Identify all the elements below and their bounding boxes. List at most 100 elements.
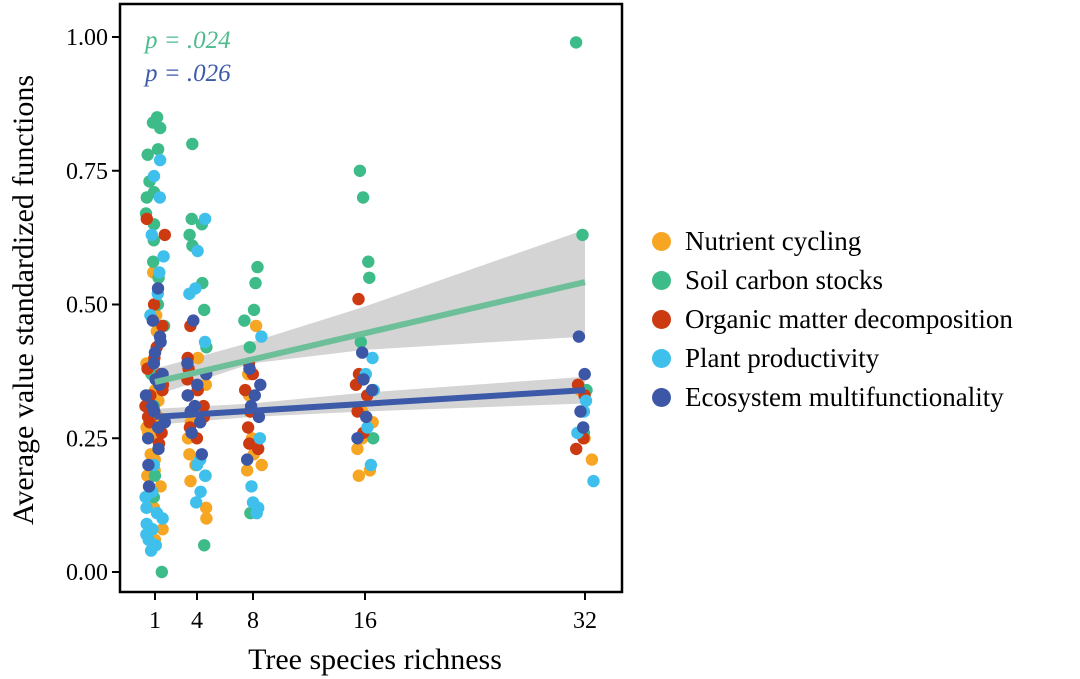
fit-line-0 [154, 279, 586, 385]
point-series-3 [361, 421, 374, 434]
point-series-3 [183, 287, 196, 300]
fit-line-1 [154, 387, 586, 420]
point-series-3 [146, 523, 159, 536]
legend-label: Ecosystem multifunctionality [685, 382, 1004, 412]
point-series-2 [352, 292, 365, 306]
point-series-4 [185, 426, 198, 440]
point-series-4 [148, 346, 162, 359]
point-series-3 [194, 485, 207, 498]
plot-frame [118, 2, 624, 594]
p-value-green: p = .024 [143, 27, 231, 54]
legend-item-organic-matter: Organic matter decomposition [652, 300, 1013, 339]
point-series-4 [139, 389, 153, 402]
legend-swatch [652, 232, 671, 251]
point-series-3 [150, 506, 164, 520]
point-series-3 [149, 539, 162, 552]
y-tick-label: 0.75 [66, 159, 108, 185]
point-series-3 [157, 250, 170, 263]
point-series-4 [243, 362, 256, 375]
point-series-3 [252, 501, 265, 514]
legend-item-nutrient-cycling: Nutrient cycling [652, 222, 1013, 261]
point-series-4 [356, 346, 369, 359]
point-series-4 [142, 480, 156, 493]
point-series-4 [187, 314, 200, 327]
point-series-2 [140, 212, 153, 226]
point-series-3 [190, 496, 203, 509]
point-series-3 [190, 458, 204, 472]
point-series-2 [147, 298, 161, 311]
point-series-3 [253, 432, 267, 445]
legend-label: Soil carbon stocks [685, 265, 883, 295]
point-series-2 [197, 399, 210, 413]
point-series-4 [252, 410, 266, 424]
y-tick-label: 0.50 [66, 293, 108, 319]
point-series-4 [147, 357, 161, 370]
point-series-1 [569, 36, 583, 49]
point-series-3 [147, 169, 161, 183]
point-series-1 [186, 137, 199, 151]
point-series-0 [249, 319, 263, 333]
point-series-1 [243, 341, 256, 354]
point-series-1 [354, 335, 367, 349]
point-series-4 [360, 410, 373, 424]
point-series-3 [579, 394, 593, 407]
point-series-0 [240, 464, 254, 477]
point-series-2 [156, 319, 169, 333]
point-series-0 [255, 458, 268, 472]
legend-label: Nutrient cycling [685, 226, 862, 256]
x-tick-label: 4 [191, 608, 203, 634]
point-series-1 [198, 303, 211, 317]
point-series-1 [363, 271, 376, 284]
axes: 0.00 0.25 0.50 0.75 1.00 1 4 8 16 32 [66, 25, 597, 634]
point-series-0 [183, 448, 196, 461]
x-tick-label: 1 [149, 608, 161, 634]
point-series-3 [255, 330, 268, 343]
point-series-1 [147, 255, 160, 268]
point-series-0 [199, 501, 213, 514]
point-series-4 [577, 421, 590, 434]
legend-swatch [652, 310, 671, 329]
point-series-2 [570, 442, 583, 456]
point-series-1 [141, 148, 154, 161]
point-series-4 [194, 416, 207, 429]
x-tick-label: 16 [353, 608, 377, 634]
x-tick-label: 8 [247, 608, 259, 634]
point-series-0 [156, 523, 169, 536]
point-series-1 [356, 191, 370, 204]
legend: Nutrient cycling Soil carbon stocks Orga… [652, 222, 1013, 417]
point-series-1 [148, 469, 162, 482]
point-series-1 [251, 260, 264, 274]
point-series-3 [366, 351, 379, 365]
point-series-2 [239, 383, 252, 397]
point-series-1 [367, 432, 380, 445]
point-series-3 [191, 244, 204, 258]
point-series-4 [195, 448, 208, 461]
point-series-1 [353, 164, 367, 177]
point-series-0 [351, 442, 364, 456]
point-series-0 [352, 469, 365, 482]
point-series-1 [155, 565, 168, 579]
y-tick-label: 0.25 [66, 426, 108, 452]
point-series-1 [249, 276, 262, 290]
point-series-4 [357, 373, 370, 386]
point-series-4 [181, 389, 194, 402]
point-series-0 [585, 453, 599, 466]
point-series-3 [139, 490, 152, 504]
point-series-1 [576, 228, 589, 242]
point-series-3 [245, 480, 258, 493]
x-tick-label: 32 [573, 608, 597, 634]
point-series-3 [587, 474, 600, 488]
point-series-4 [574, 405, 587, 418]
point-series-3 [198, 335, 212, 349]
point-series-3 [140, 501, 153, 514]
point-series-4 [146, 314, 159, 327]
p-value-blue: p = .026 [143, 60, 231, 87]
point-series-4 [152, 442, 165, 456]
point-series-1 [140, 191, 153, 204]
legend-swatch [652, 388, 671, 407]
point-series-3 [198, 469, 212, 482]
x-axis-title: Tree species richness [248, 643, 502, 676]
point-series-4 [191, 378, 204, 391]
point-series-4 [365, 383, 379, 397]
